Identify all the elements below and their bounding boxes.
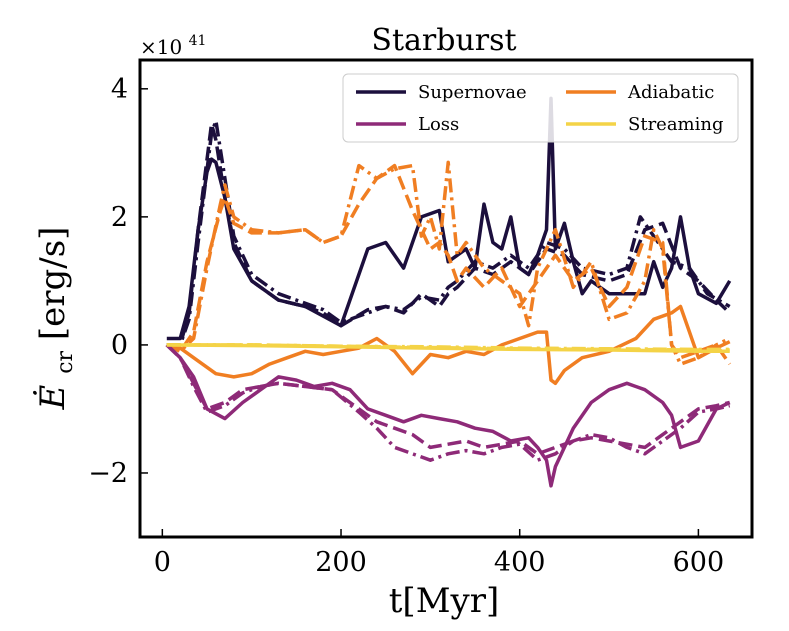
series-line-supernovae-solid — [166, 96, 732, 341]
series-line-adiabatic-dashed — [166, 163, 732, 366]
series-group — [165, 96, 732, 488]
offset-base: ×10 — [140, 35, 182, 59]
series-line-supernovae-dashed — [166, 122, 731, 347]
y-tick-label: 4 — [111, 74, 128, 105]
y-axis-label: Ė cr [erg/s] — [33, 227, 81, 411]
series-line-loss-dash-dot — [165, 343, 731, 462]
y-tick-label: −2 — [88, 458, 128, 489]
series-line-adiabatic-dash-dot — [166, 160, 731, 366]
legend: Supernovae Adiabatic Loss Streaming — [342, 73, 739, 143]
x-tick-label: 400 — [494, 547, 546, 578]
y-axis-label-units: [erg/s] — [33, 227, 73, 341]
y-tick-label: 2 — [111, 202, 128, 233]
legend-label-adiabatic: Adiabatic — [627, 82, 714, 103]
series-line-loss-solid — [165, 343, 731, 488]
chart-title: Starburst — [371, 23, 516, 58]
series-line-streaming-dash-dot — [166, 343, 730, 352]
y-tick-label: 0 — [111, 330, 128, 361]
series-line-adiabatic-solid — [166, 304, 731, 386]
legend-box — [342, 73, 739, 143]
plot-frame — [138, 58, 754, 539]
legend-label-supernovae: Supernovae — [418, 82, 527, 103]
series-line-supernovae-dash-dot — [166, 119, 731, 347]
x-tick-label: 200 — [315, 547, 367, 578]
legend-label-loss: Loss — [418, 114, 459, 135]
legend-label-streaming: Streaming — [628, 114, 724, 135]
y-axis-label-main: Ė — [33, 384, 73, 410]
series-line-loss-dashed — [165, 343, 731, 456]
offset-text: ×10 41 — [140, 33, 206, 59]
ticks-group: 0 200 400 600 −2 0 2 4 — [88, 74, 724, 578]
x-tick-label: 0 — [154, 547, 171, 578]
offset-exponent: 41 — [189, 33, 207, 49]
y-axis-label-sub: cr — [53, 350, 78, 373]
x-tick-label: 600 — [673, 547, 725, 578]
x-axis-label: t[Myr] — [389, 581, 499, 621]
